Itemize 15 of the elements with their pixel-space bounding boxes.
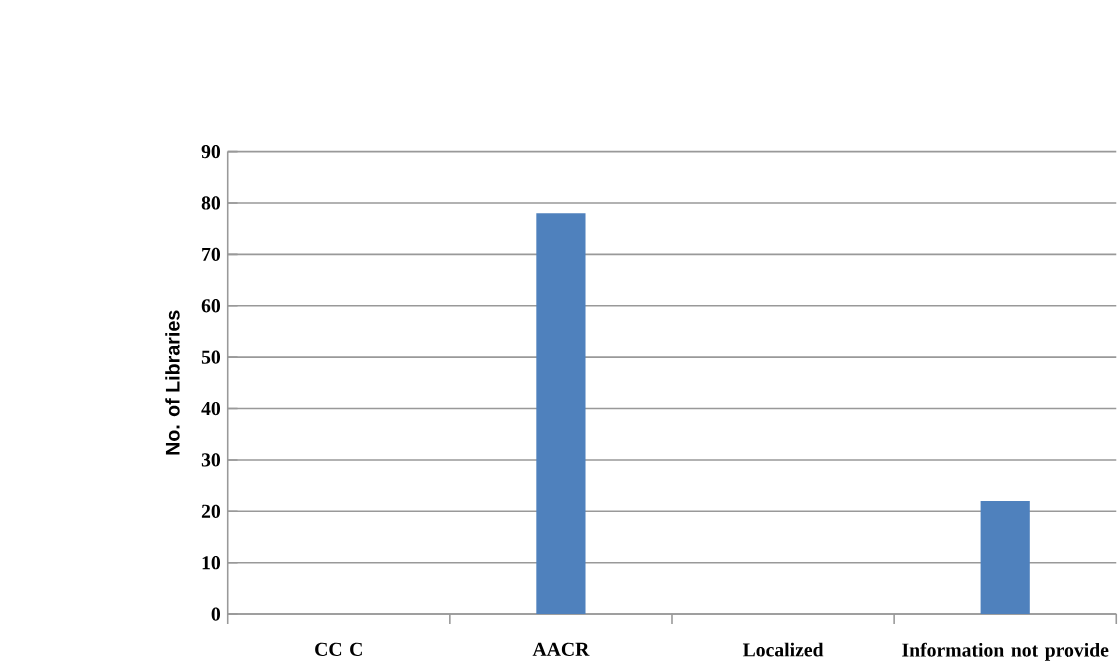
x-tick-label: CC C <box>315 642 362 656</box>
x-tick-label: AACR <box>532 642 590 656</box>
y-tick-label: 60 <box>201 298 221 313</box>
y-tick-label: 50 <box>201 350 221 364</box>
x-tick-label: Information not provide <box>902 642 1109 661</box>
y-tick-label: 0 <box>211 607 221 621</box>
y-tick-label: 20 <box>201 504 221 518</box>
y-tick-label: 30 <box>201 453 221 467</box>
y-tick-label: 10 <box>202 555 221 570</box>
x-tick-label: Localized <box>742 642 824 657</box>
y-tick-label: 80 <box>201 196 221 210</box>
y-tick-label: 70 <box>202 247 221 261</box>
y-tick-label: 40 <box>201 401 221 416</box>
y-tick-label: 90 <box>201 144 221 159</box>
y-axis-title: No. of Libraries <box>165 310 180 455</box>
